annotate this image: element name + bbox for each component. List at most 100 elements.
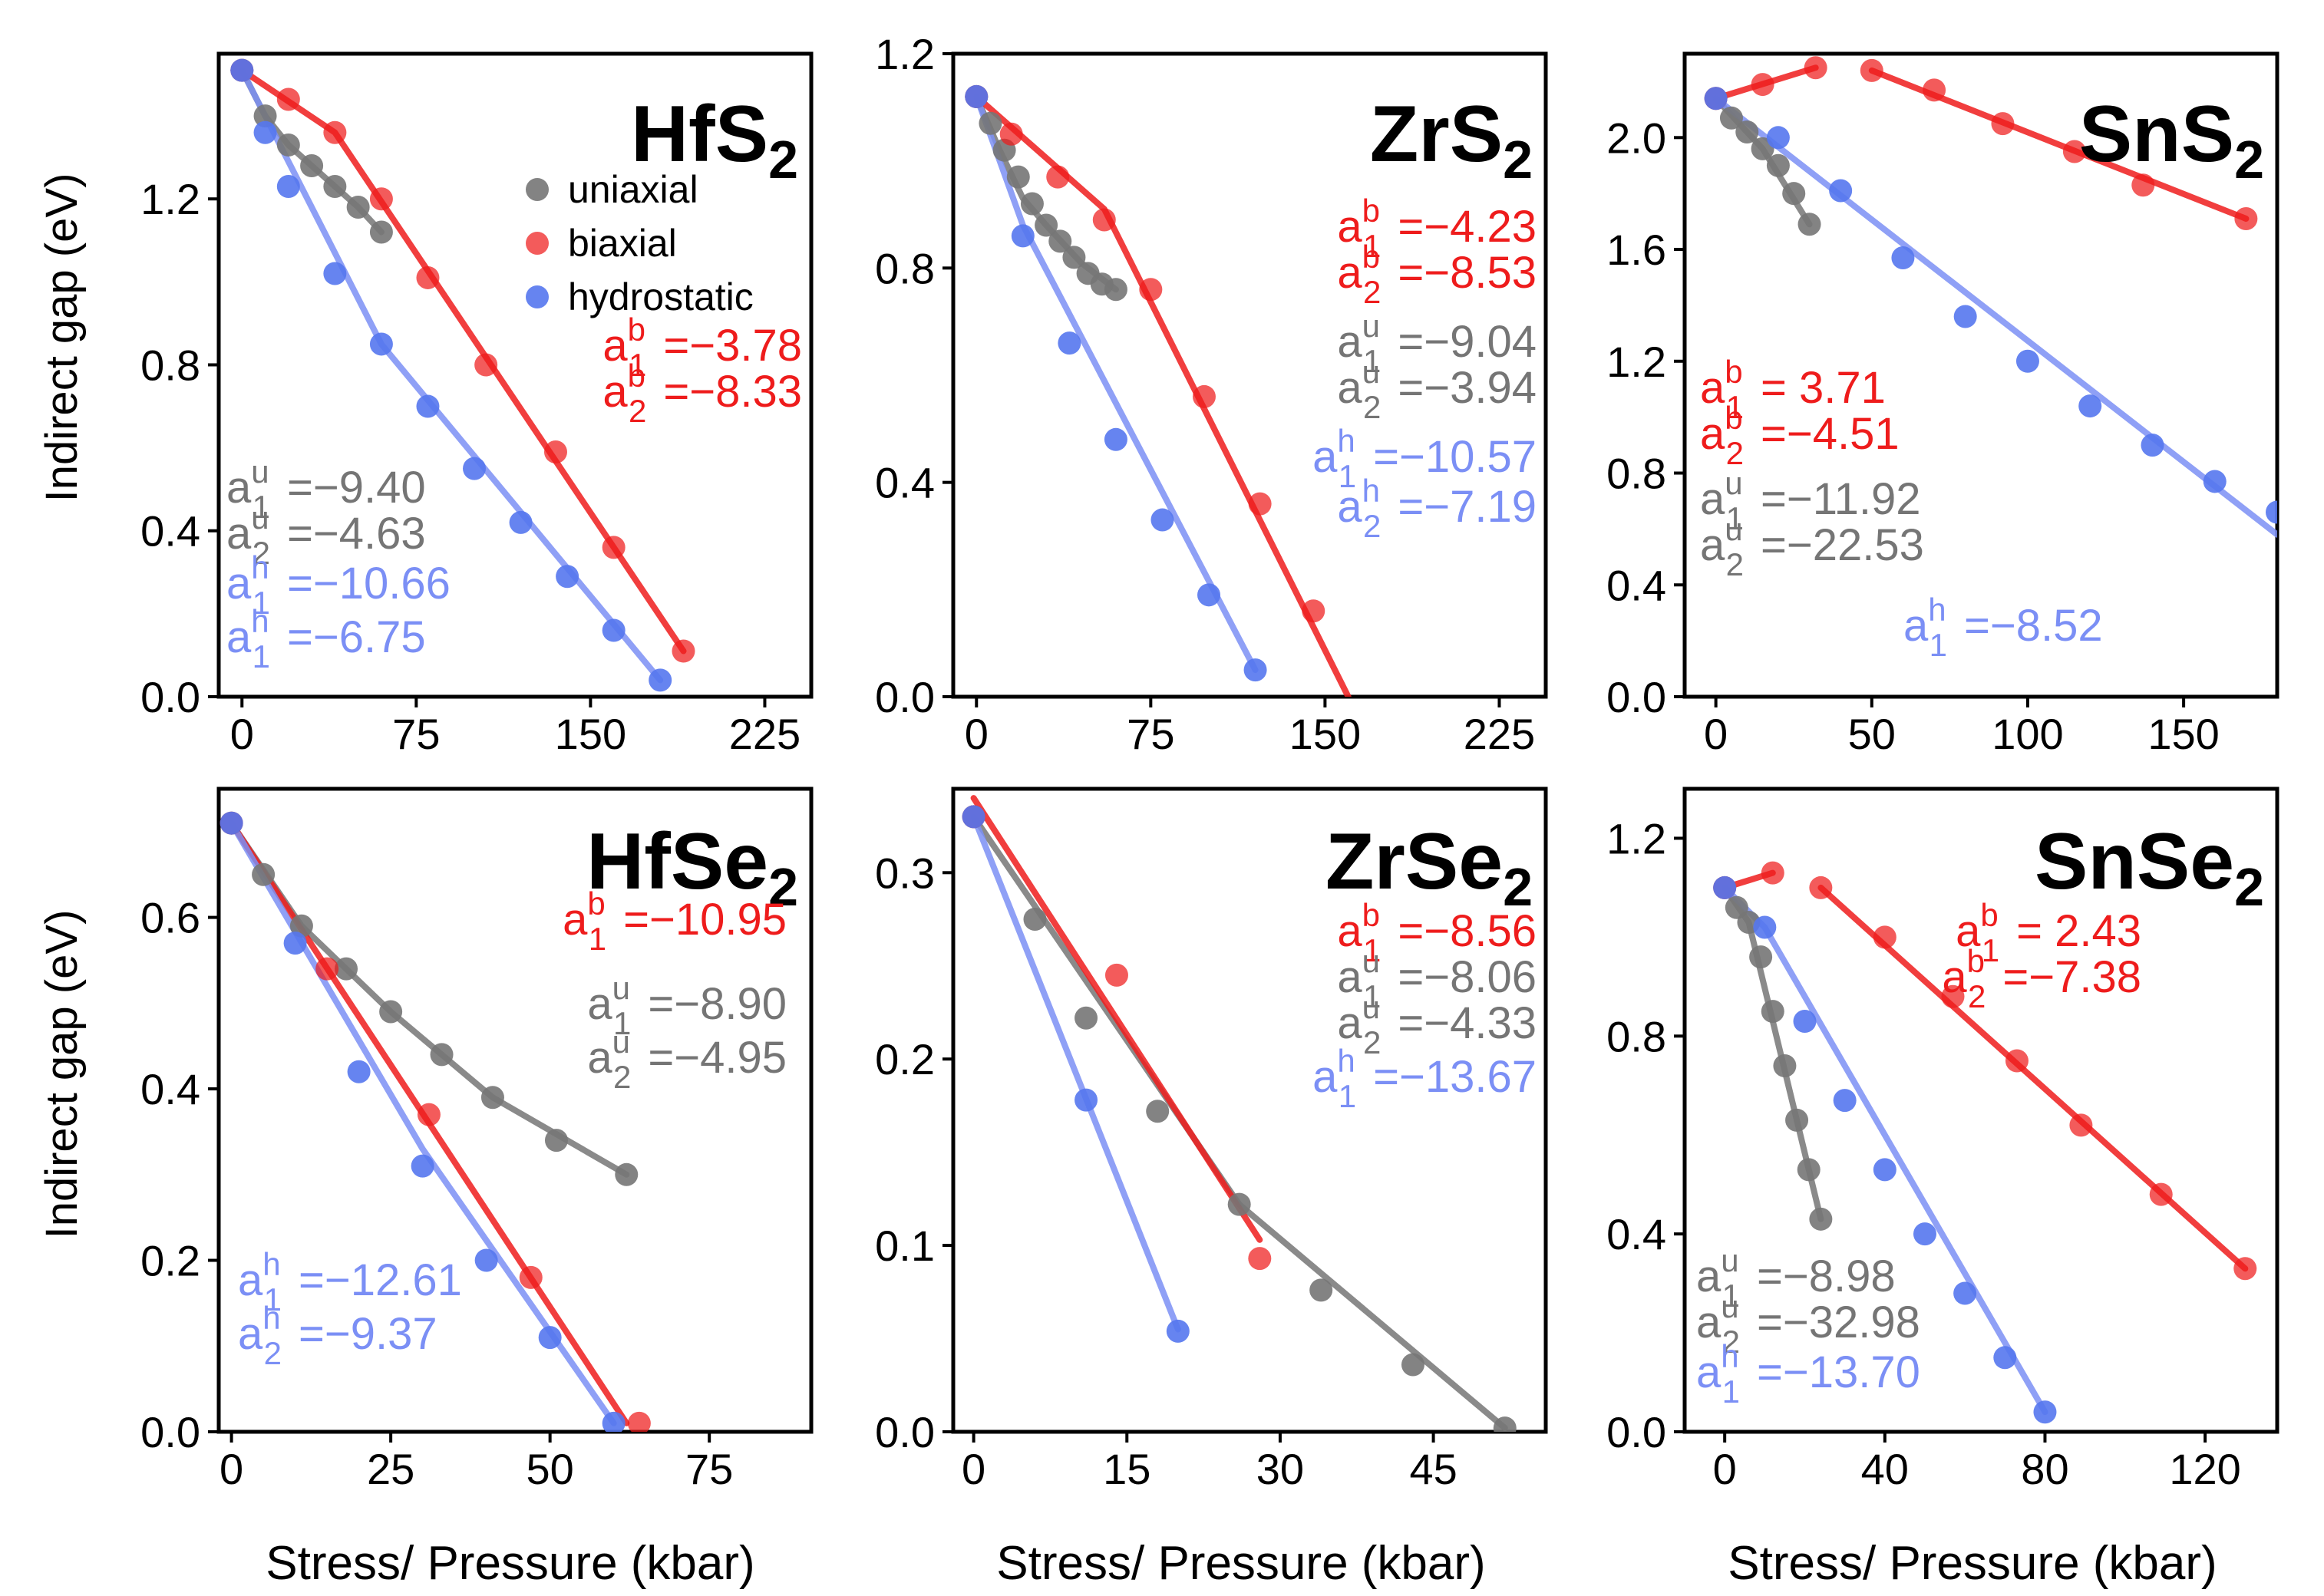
hydrostatic-point: [347, 1060, 371, 1083]
coefficient-label-uniaxial: au 1 =−9.04: [1337, 308, 1537, 379]
uniaxial-point: [1020, 192, 1044, 216]
coefficient-label-biaxial: ab 1 =−4.23: [1337, 193, 1537, 264]
hydrostatic-point: [2078, 394, 2102, 418]
uniaxial-point: [979, 111, 1002, 135]
hydrostatic-point: [1011, 224, 1035, 248]
plot-frame: [1682, 51, 2279, 699]
y-tick-label: 0.4: [875, 459, 935, 507]
coefficient-label-hydrostatic: ah 1 =−13.67: [1312, 1043, 1537, 1114]
uniaxial-point: [1075, 1006, 1098, 1030]
hydrostatic-point: [230, 58, 254, 82]
biaxial-point: [1809, 875, 1833, 899]
biaxial-point: [602, 536, 626, 559]
hydrostatic-fit-line: [970, 813, 1181, 1333]
y-tick-label: 0.6: [140, 894, 200, 942]
biaxial-point: [1302, 599, 1325, 623]
biaxial-point: [315, 957, 339, 981]
y-tick-label: 1.6: [1606, 226, 1666, 274]
uniaxial-point: [1749, 945, 1773, 969]
coefficient-label-biaxial: ab 1 = 2.43: [1956, 897, 2141, 968]
coefficient-label-uniaxial: au 2 =−4.63: [226, 500, 426, 571]
uniaxial-point: [253, 104, 277, 128]
legend-label-hydrostatic: hydrostatic: [568, 275, 754, 318]
hydrostatic-point: [1104, 427, 1127, 451]
x-tick-label: 0: [962, 1445, 985, 1493]
hydrostatic-point: [649, 668, 672, 692]
uniaxial-point: [430, 1043, 454, 1067]
y-tick-label: 0.3: [875, 849, 935, 897]
coefficient-label-hydrostatic: ah 1 =−12.61: [238, 1246, 462, 1317]
hydrostatic-point: [2141, 434, 2164, 457]
x-tick-label: 75: [685, 1445, 733, 1493]
coefficient-label-biaxial: ab 2 =−8.53: [1337, 239, 1537, 310]
y-tick-label: 0.0: [1606, 673, 1666, 721]
coefficient-label-uniaxial: au 2 =−4.33: [1337, 989, 1537, 1060]
coefficient-label-hydrostatic: ah 1 =−13.70: [1696, 1338, 1920, 1410]
y-tick-label: 2.0: [1606, 114, 1666, 162]
hydrostatic-point: [1075, 1088, 1098, 1112]
legend-label-biaxial: biaxial: [568, 222, 677, 265]
biaxial-point: [1761, 861, 1784, 885]
biaxial-point: [2131, 173, 2155, 197]
x-tick-label: 15: [1103, 1445, 1150, 1493]
y-tick-label: 0.4: [140, 1065, 200, 1113]
biaxial-point: [999, 122, 1023, 146]
biaxial-point: [2005, 1049, 2029, 1073]
y-tick-label: 0.0: [875, 1408, 935, 1456]
coefficient-label-uniaxial: au 1 =−8.90: [587, 970, 787, 1041]
uniaxial-point: [1761, 1000, 1784, 1024]
biaxial-point: [2149, 1182, 2173, 1206]
uniaxial-point: [1048, 229, 1072, 253]
biaxial-point: [627, 1411, 651, 1432]
hydrostatic-point: [965, 84, 989, 108]
legend: uniaxial biaxial hydrostatic: [526, 168, 754, 318]
uniaxial-point: [1146, 1100, 1170, 1123]
uniaxial-point: [1104, 278, 1127, 302]
uniaxial-point: [1062, 246, 1086, 269]
y-tick-label: 0.4: [1606, 1210, 1666, 1258]
x-axis-labels: Stress/ Pressure (kbar) Stress/ Pressure…: [266, 1537, 2217, 1590]
y-tick-label: 0.8: [875, 244, 935, 292]
uniaxial-point: [1782, 182, 1806, 206]
panel-title: SnSe2: [2035, 817, 2264, 917]
coefficient-label-biaxial: ab 2 =−8.33: [602, 358, 802, 429]
biaxial-point: [2233, 1257, 2257, 1281]
hydrostatic-point: [602, 1411, 626, 1432]
hydrostatic-point: [2266, 500, 2277, 524]
hydrostatic-point: [556, 565, 579, 589]
x-tick-label: 225: [729, 710, 801, 758]
hydrostatic-point: [538, 1326, 562, 1350]
biaxial-point: [1873, 925, 1897, 949]
biaxial-point: [1923, 78, 1946, 102]
biaxial-point: [2234, 206, 2258, 230]
coefficient-label-hydrostatic: ah 2 =−7.19: [1337, 473, 1537, 544]
x-tick-label: 0: [230, 710, 254, 758]
panel-title: ZrSe2: [1325, 817, 1533, 917]
hydrostatic-point: [2015, 349, 2039, 373]
uniaxial-point: [369, 220, 393, 244]
coefficient-label-biaxial: ab 1 =−8.56: [1337, 897, 1537, 968]
uniaxial-point: [480, 1086, 504, 1110]
hydrostatic-point: [1833, 1089, 1857, 1113]
plot-area: [962, 795, 1517, 1432]
hydrostatic-point: [1166, 1319, 1190, 1343]
plot-area: [220, 811, 651, 1432]
x-tick-label: 50: [527, 1445, 574, 1493]
coefficient-label-uniaxial: au 1 =−8.06: [1337, 943, 1537, 1014]
plot-frame: [951, 786, 1548, 1434]
x-axis-label-left: Stress/ Pressure (kbar): [266, 1537, 754, 1590]
biaxial-fit-line-2: [1817, 884, 2249, 1272]
uniaxial-point: [1797, 1158, 1821, 1182]
uniaxial-point: [1735, 120, 1759, 144]
coefficient-label-uniaxial: au 1 =−11.92: [1700, 465, 1921, 536]
uniaxial-point: [1227, 1192, 1251, 1216]
panel-title: HfSe2: [586, 817, 798, 917]
coefficient-label-uniaxial: au 2 =−3.94: [1337, 354, 1537, 425]
biaxial-point: [1192, 384, 1216, 408]
hydrostatic-point: [1058, 331, 1081, 355]
y-axis-label-top: Indirect gap (eV): [37, 173, 87, 503]
hydrostatic-point: [1197, 583, 1221, 607]
